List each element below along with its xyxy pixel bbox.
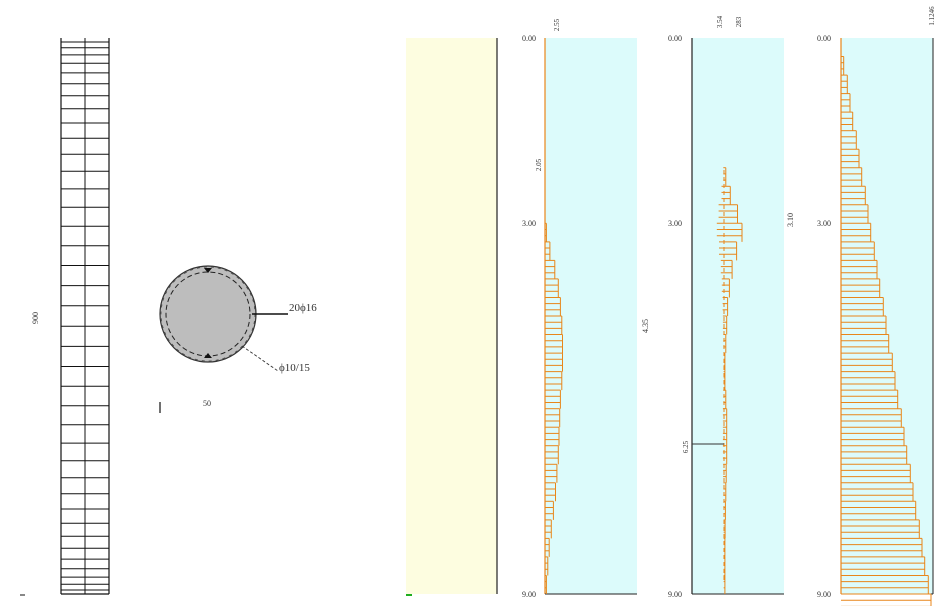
panel3-top-elev: 0.00 xyxy=(817,34,831,43)
panel3-bot-elev: 9.00 xyxy=(817,590,831,599)
bar-marker-top xyxy=(204,268,212,273)
panel2-top-value-b: 283 xyxy=(735,16,743,27)
stirrups-leader xyxy=(241,345,279,372)
panel1-top-value: 2.55 xyxy=(553,18,561,31)
diagram-panel-1: 0.00 3.00 9.00 2.55 2.05 4.35 xyxy=(522,18,650,599)
stirrup-ties xyxy=(61,41,109,591)
panel1-bars xyxy=(545,222,563,594)
panel1-top-elev: 0.00 xyxy=(522,34,536,43)
main-bars-label: 20ϕ16 xyxy=(289,302,317,314)
panel3-mid-elev: 3.00 xyxy=(817,219,831,228)
panel2-bars xyxy=(716,167,743,594)
column-height-label: 900 xyxy=(31,312,40,324)
panel3-bars xyxy=(840,38,932,606)
panel2-bot-elev: 9.00 xyxy=(668,590,682,599)
panel2-background xyxy=(692,38,784,594)
panel1-mid-value: 2.05 xyxy=(535,158,543,171)
soil-panel xyxy=(406,38,498,596)
soil-panel-fill xyxy=(406,38,497,594)
panel2-mid-elev: 3.00 xyxy=(668,219,682,228)
panel3-top-value: 1.1246 xyxy=(928,6,936,26)
stirrups-label: ϕ10/15 xyxy=(279,362,310,374)
diagram-panel-2: 0.00 3.00 9.00 3.54 283 6.25 3.10 xyxy=(668,15,795,599)
diagram-panel-3: 0.00 3.00 9.00 1.1246 xyxy=(817,6,936,606)
panel2-top-value-a: 3.54 xyxy=(716,15,724,28)
column-elevation: 900 xyxy=(20,38,110,596)
panel1-bot-elev: 9.00 xyxy=(522,590,536,599)
panel2-low-value: 6.25 xyxy=(682,440,690,453)
panel1-side-value: 4.35 xyxy=(641,319,650,333)
panel1-mid-elev: 3.00 xyxy=(522,219,536,228)
diameter-label: 50 xyxy=(203,399,211,408)
section-concrete xyxy=(159,265,257,363)
bar-marker-bottom xyxy=(204,353,212,358)
panel2-side-value: 3.10 xyxy=(786,213,795,227)
cross-section: 20ϕ16 ϕ10/15 50 xyxy=(159,265,317,413)
panel2-top-elev: 0.00 xyxy=(668,34,682,43)
